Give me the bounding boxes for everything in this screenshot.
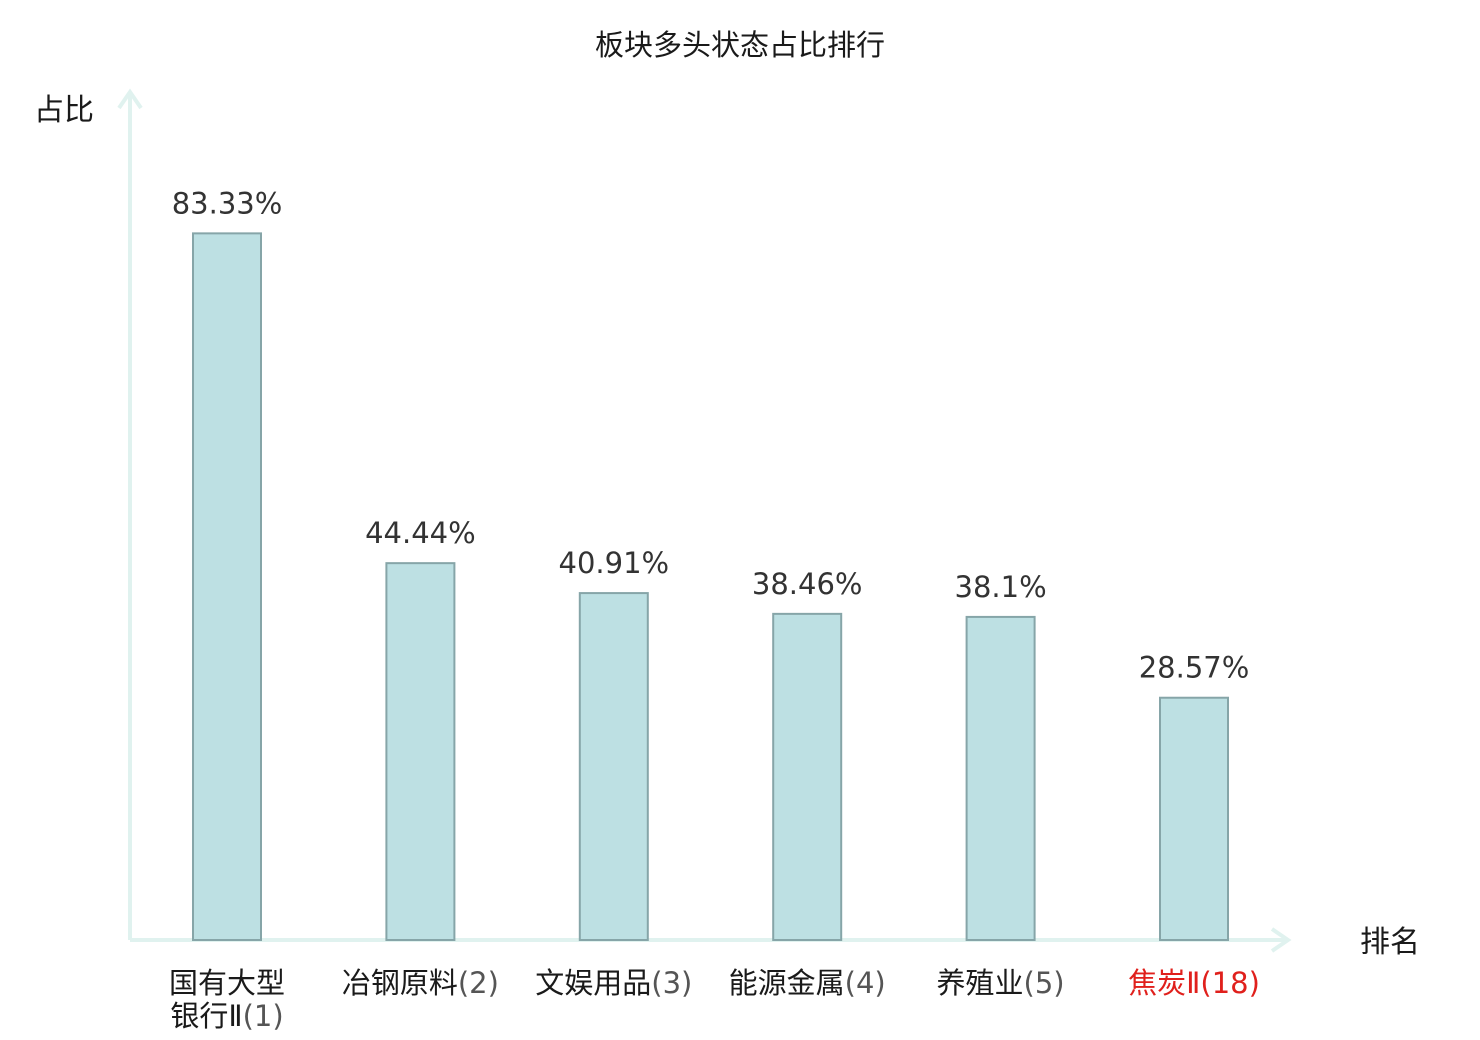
value-label-4: 38.46% — [752, 567, 863, 601]
category-label-1-line-1: 国有大型 — [169, 966, 285, 1000]
bar-6 — [1159, 696, 1229, 941]
value-label-6: 28.57% — [1139, 651, 1250, 685]
y-axis-arrow-icon — [117, 88, 143, 110]
category-name: 冶钢原料 — [342, 966, 458, 1000]
category-rank: (3) — [651, 966, 692, 1000]
category-label-3: 文娱用品(3) — [535, 966, 692, 1000]
axes: 占比 排名 — [34, 88, 1420, 960]
category-rank: (5) — [1024, 966, 1065, 1000]
bar-1 — [192, 232, 262, 942]
x-axis-arrow-icon — [1270, 927, 1292, 953]
bar-2 — [385, 562, 456, 941]
value-labels-group: 83.33% 44.44% 40.91% 38.46% 38.1% 28.57% — [172, 186, 1250, 684]
value-label-2: 44.44% — [365, 516, 476, 550]
category-label-2: 冶钢原料(2) — [342, 966, 499, 1000]
category-label-6: 焦炭Ⅱ(18) — [1128, 966, 1260, 1000]
category-name: 文娱用品 — [535, 966, 651, 1000]
bars-group — [192, 232, 1229, 942]
bar-4 — [772, 612, 843, 941]
x-axis-label: 排名 — [1360, 925, 1420, 960]
category-name: 焦炭Ⅱ — [1128, 966, 1200, 1000]
category-rank: (18) — [1200, 966, 1260, 1000]
category-label-1-line-2: 银行Ⅱ(1) — [170, 999, 283, 1033]
value-label-1: 83.33% — [172, 186, 283, 220]
category-name: 能源金属 — [729, 966, 845, 1000]
category-label-4: 能源金属(4) — [729, 966, 886, 1000]
category-name: 养殖业 — [937, 966, 1024, 1000]
category-label-5: 养殖业(5) — [937, 966, 1065, 1000]
category-name: 国有大型 — [169, 966, 285, 1000]
category-rank: (2) — [458, 966, 499, 1000]
value-label-5: 38.1% — [955, 570, 1047, 604]
bar-3 — [578, 592, 649, 941]
value-label-3: 40.91% — [559, 546, 670, 580]
y-axis-label: 占比 — [34, 93, 94, 128]
category-rank: (4) — [845, 966, 886, 1000]
category-rank: (1) — [243, 999, 284, 1033]
category-name: 银行Ⅱ — [170, 999, 242, 1033]
bar-5 — [965, 615, 1036, 941]
chart-title: 板块多头状态占比排行 — [594, 28, 885, 62]
